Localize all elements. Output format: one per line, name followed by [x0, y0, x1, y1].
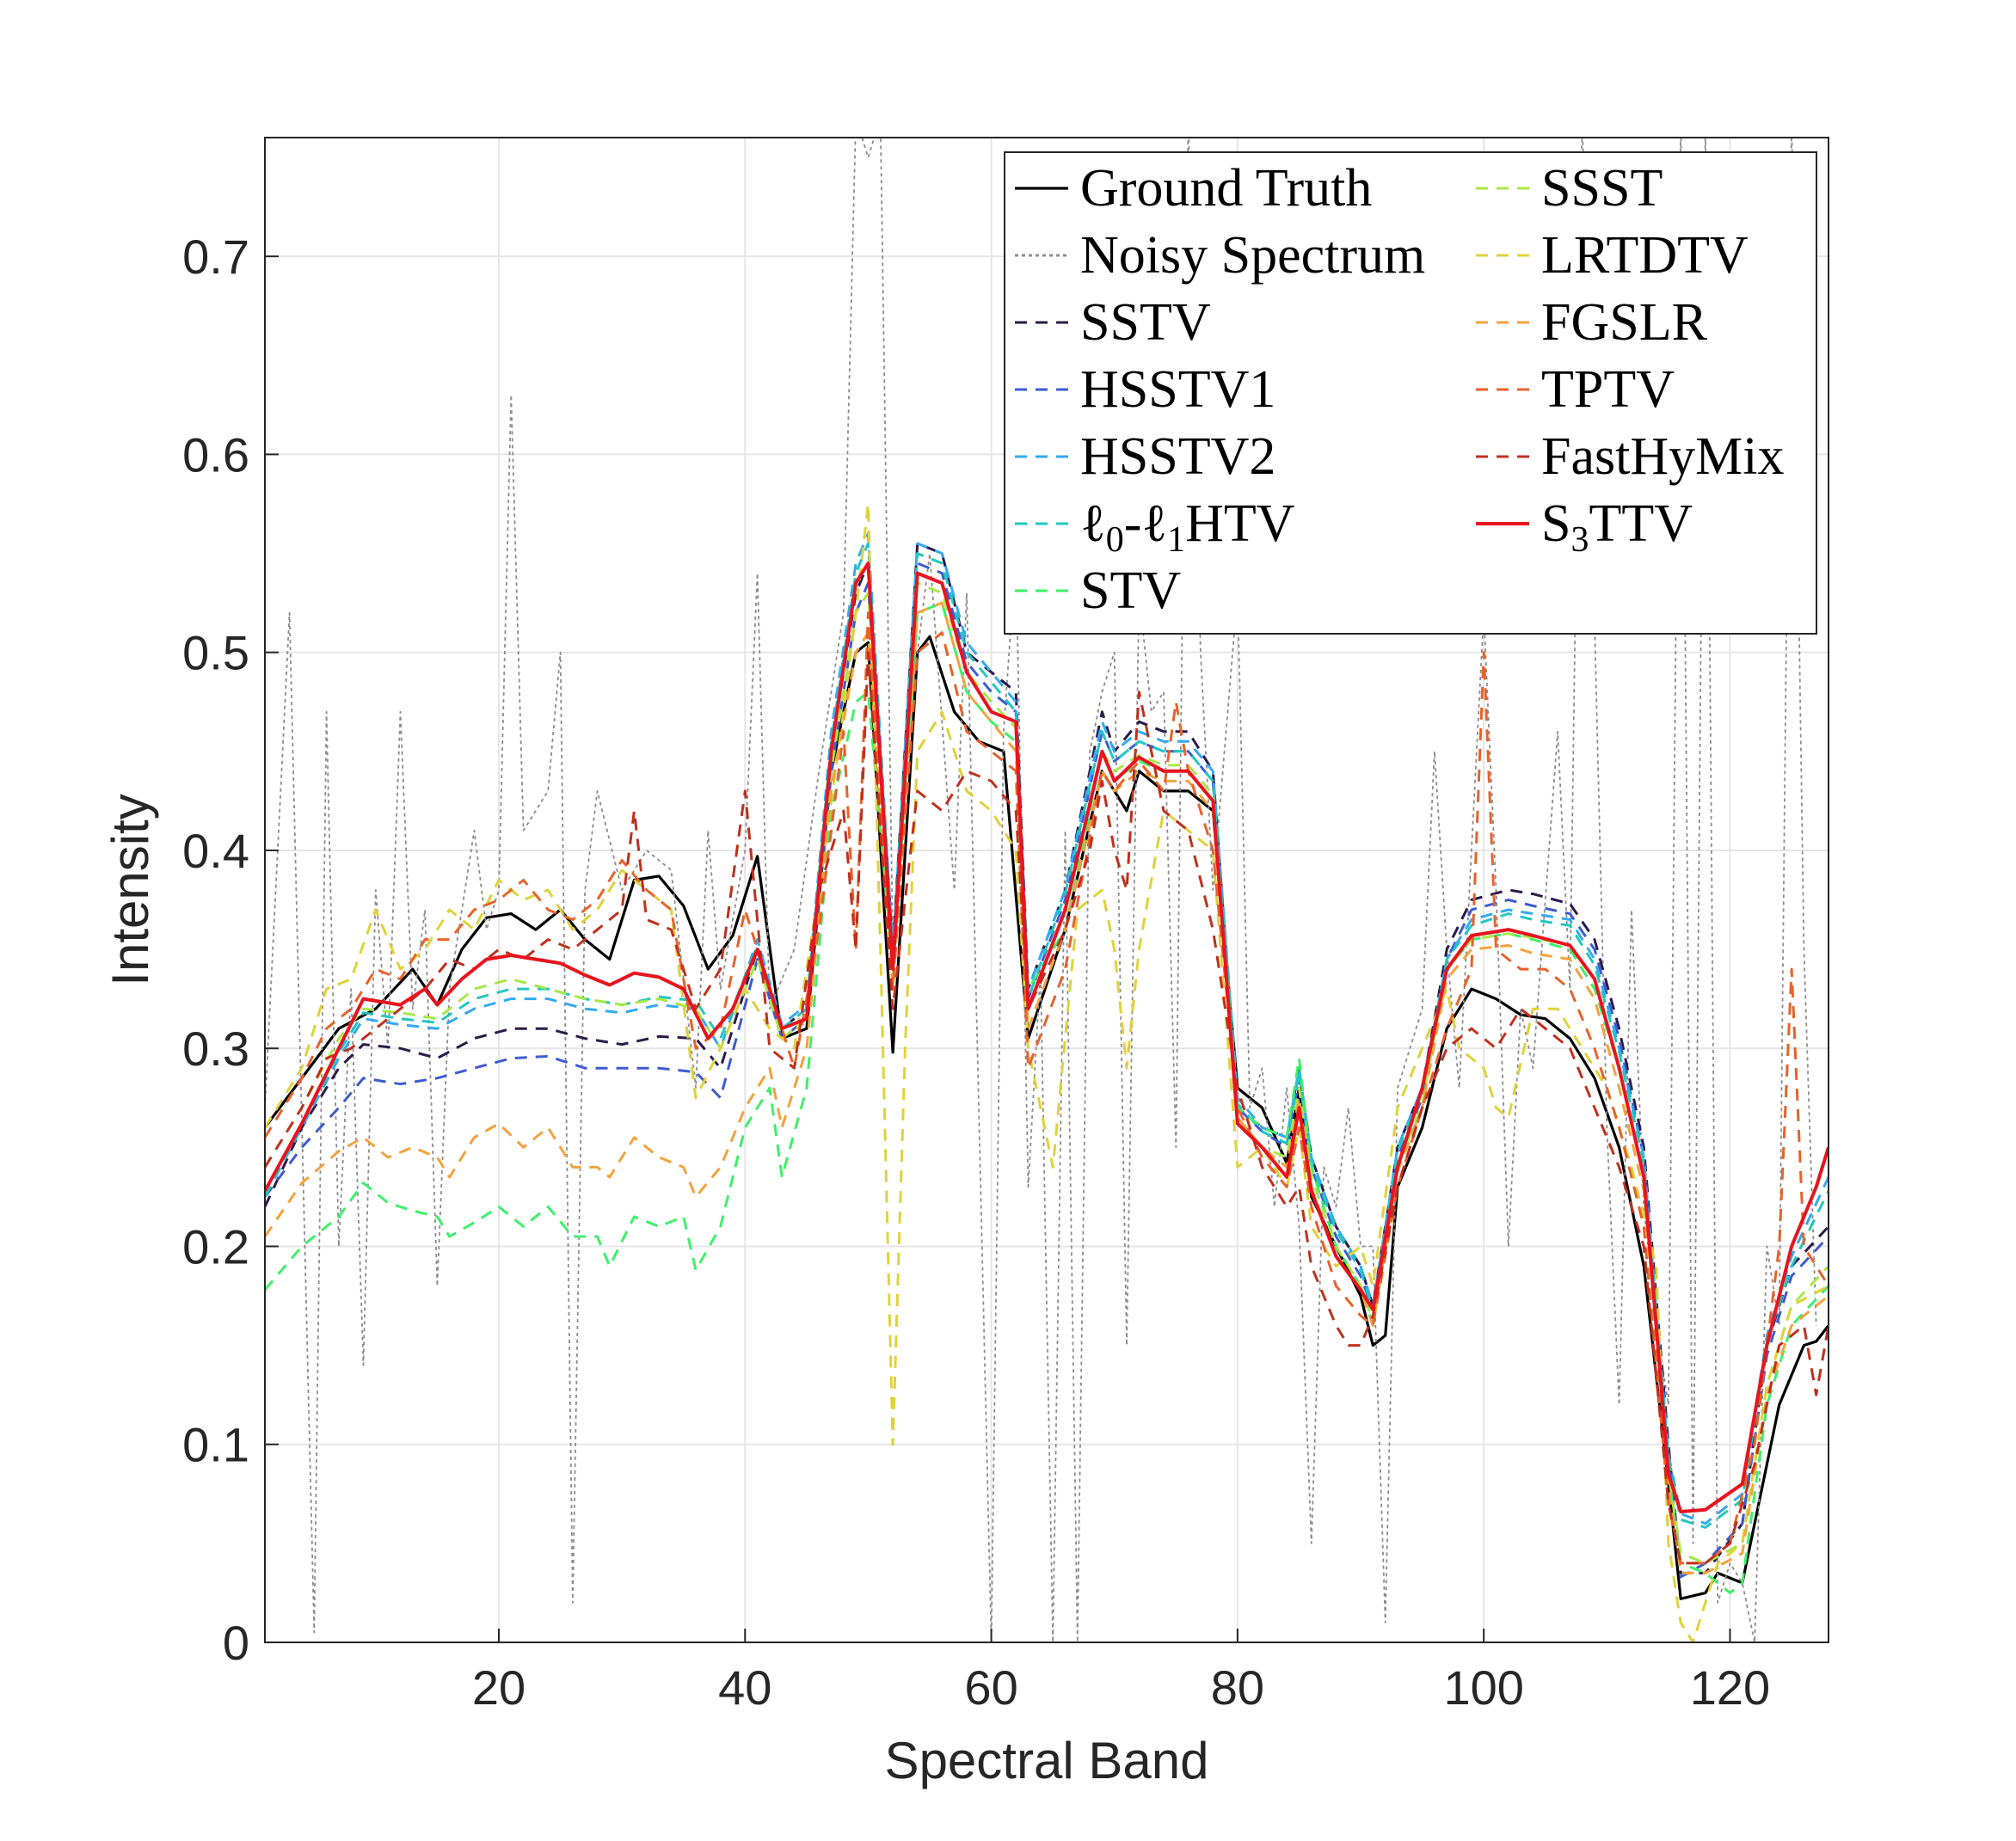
legend-label: TPTV	[1541, 360, 1675, 419]
series-line-s3ttv	[265, 562, 1829, 1513]
legend-label: ℓ0-ℓ1HTV	[1080, 494, 1295, 560]
legend-label: HSSTV2	[1080, 427, 1275, 486]
x-tick-label: 80	[1211, 1660, 1264, 1715]
x-axis-title: Spectral Band	[885, 1732, 1209, 1789]
y-tick-label: 0	[223, 1616, 249, 1670]
legend-label: STV	[1080, 562, 1181, 620]
series-line-hsstv1	[265, 562, 1829, 1579]
legend-item: SSST	[1476, 159, 1663, 218]
series-line-hsstv2	[265, 532, 1829, 1525]
legend-label: LRTDTV	[1541, 226, 1749, 285]
legend-item: TPTV	[1476, 360, 1675, 419]
series-line--0-1htv	[265, 542, 1829, 1529]
legend-item: STV	[1015, 562, 1181, 620]
legend-label: Noisy Spectrum	[1080, 226, 1425, 285]
y-tick-label: 0.4	[182, 824, 249, 878]
y-tick-label: 0.6	[182, 427, 249, 482]
y-tick-label: 0.2	[182, 1219, 249, 1273]
series-line-tptv	[265, 611, 1829, 1565]
legend-item: S3TTV	[1476, 494, 1693, 560]
y-axis-title: Intensity	[101, 794, 159, 985]
legend-item: LRTDTV	[1476, 226, 1749, 285]
y-tick-label: 0.7	[182, 230, 249, 284]
x-tick-label: 120	[1690, 1660, 1770, 1715]
legend-item: Noisy Spectrum	[1015, 226, 1425, 285]
legend-item: ℓ0-ℓ1HTV	[1015, 494, 1295, 560]
plot-area-frame	[264, 137, 1829, 1643]
legend-item: HSSTV1	[1015, 360, 1275, 419]
series-line-fasthymix	[265, 651, 1829, 1565]
legend-box	[1004, 151, 1817, 635]
legend-label: S3TTV	[1541, 494, 1693, 560]
legend: Ground Truth Noisy Spectrum SSTV HSSTV1 HSST…	[1004, 151, 1817, 635]
x-tick-label: 100	[1443, 1660, 1523, 1715]
legend-item: HSSTV2	[1015, 427, 1275, 486]
series-line-stv	[265, 601, 1829, 1594]
legend-label: HSSTV1	[1080, 360, 1275, 419]
x-tick-label: 40	[718, 1660, 771, 1715]
legend-item: Ground Truth	[1015, 159, 1372, 218]
legend-label: Ground Truth	[1080, 159, 1372, 218]
legend-item: SSTV	[1015, 293, 1211, 352]
legend-item: FGSLR	[1476, 293, 1708, 352]
y-tick-label: 0.3	[182, 1022, 249, 1076]
x-tick-label: 60	[964, 1660, 1017, 1715]
legend-item: FastHyMix	[1476, 427, 1784, 486]
legend-label: FGSLR	[1541, 293, 1708, 352]
legend-label: SSST	[1541, 159, 1663, 218]
legend-label: SSTV	[1080, 293, 1211, 352]
axis-ticks: 20 40 60 80 100 120 0 0.1 0.2 0.3 0.4 0.5 0.6 0.7	[182, 230, 1770, 1715]
series-line-lrtdtv	[265, 502, 1829, 1642]
y-tick-label: 0.5	[182, 626, 249, 680]
y-tick-label: 0.1	[182, 1418, 249, 1472]
x-tick-label: 20	[472, 1660, 526, 1715]
legend-label: FastHyMix	[1541, 427, 1784, 486]
